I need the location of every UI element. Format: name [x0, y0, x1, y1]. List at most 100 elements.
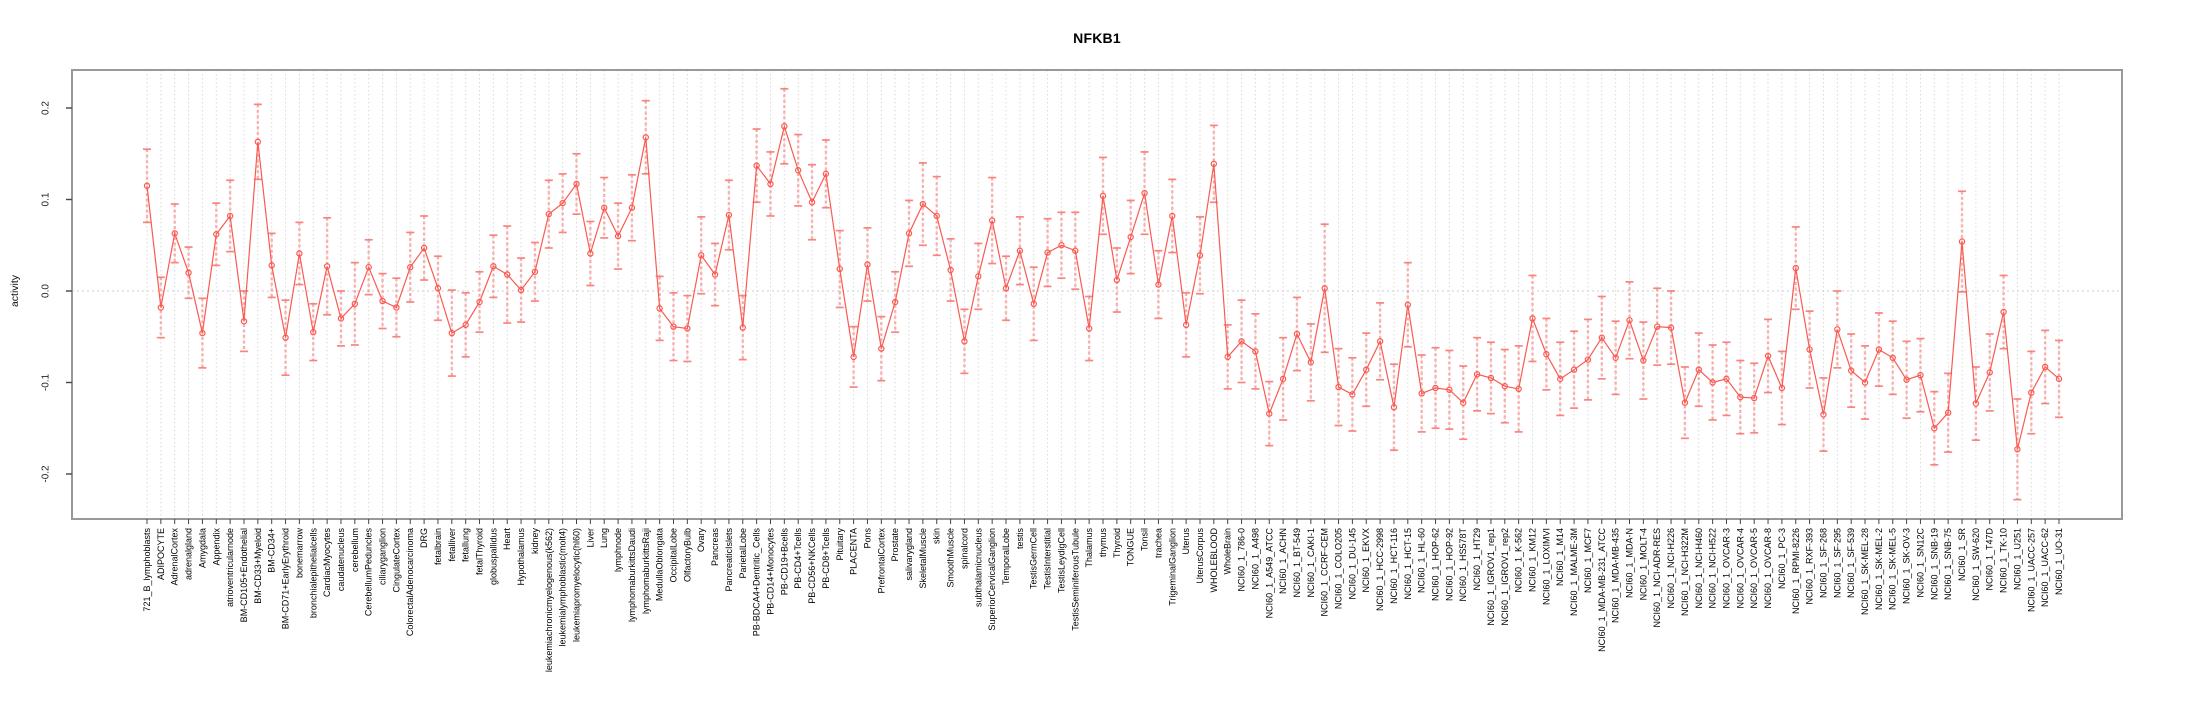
data-point: [226, 212, 234, 220]
data-point: [1127, 233, 1134, 241]
data-point: [725, 211, 733, 219]
plot-frame: [71, 69, 2123, 520]
data-point: [684, 325, 691, 332]
x-tick-label: NCI60_1_NCI-H460: [1694, 528, 1704, 609]
data-point: [1598, 334, 1605, 341]
x-tick-label: BM-CD34+: [267, 528, 277, 573]
x-tick-label: spinalcord: [959, 528, 969, 569]
data-point: [1834, 326, 1841, 333]
x-tick-label: bonemarrow: [294, 528, 304, 579]
x-tick-label: NCI60_1_SNB-19: [1929, 528, 1939, 600]
data-point: [656, 305, 663, 312]
data-point: [1030, 300, 1037, 308]
x-tick-label: NCI60_1_SF-268: [1818, 528, 1828, 598]
x-tick-label: DRG: [419, 528, 429, 548]
data-point: [864, 261, 871, 268]
x-tick-label: NCI60_1_DU-145: [1347, 528, 1357, 600]
x-tick-label: globuspallidus: [488, 528, 498, 586]
data-point: [2000, 308, 2007, 316]
data-point: [1182, 321, 1190, 329]
x-tick-label: NCI60_1_HCT-116: [1389, 528, 1399, 604]
data-point: [157, 304, 165, 311]
x-tick-label: atrioventricularnode: [225, 528, 235, 607]
data-point: [559, 199, 566, 207]
data-point: [240, 317, 248, 325]
data-point: [1473, 371, 1481, 378]
data-point: [711, 271, 719, 278]
x-tick-label: BM-CD33+Myeloid: [253, 528, 263, 604]
data-point: [947, 266, 954, 274]
x-tick-label: PB-CD8+Tcells: [821, 528, 831, 589]
x-tick-label: NCI60_1_HCC-2998: [1375, 528, 1385, 611]
data-point: [601, 204, 608, 211]
x-tick-label: NCI60_1_MDA-N: [1624, 528, 1634, 598]
x-tick-label: WHOLEBLOOD: [1209, 528, 1219, 593]
x-tick-label: PB-BDCA4+Dentritic_Cells: [752, 528, 762, 637]
x-tick-label: fetalThyroid: [475, 528, 485, 575]
x-tick-label: ADIPOCYTE: [156, 528, 166, 580]
x-tick-label: fetalliver: [447, 528, 457, 562]
x-tick-label: fetallung: [461, 528, 471, 562]
data-point: [2014, 446, 2021, 453]
x-tick-label: NCI60_1_PC-3: [1777, 528, 1787, 589]
x-tick-label: Appendix: [211, 528, 221, 566]
data-point: [628, 204, 636, 211]
x-tick-label: Heart: [502, 528, 512, 551]
data-point: [517, 286, 525, 294]
data-point: [268, 262, 275, 269]
x-tick-label: TestisInterstitial: [1043, 528, 1053, 590]
data-point: [1321, 285, 1328, 292]
data-point: [199, 329, 206, 337]
x-tick-label: NCI60_1_BT-549: [1292, 528, 1302, 598]
x-tick-label: trachea: [1153, 528, 1163, 558]
data-point: [905, 230, 913, 237]
y-tick-label: 0.1: [41, 192, 52, 206]
data-point: [213, 231, 220, 238]
data-point: [323, 263, 331, 270]
data-point: [1889, 354, 1896, 361]
x-tick-label: testis: [1015, 528, 1025, 550]
data-point: [337, 315, 345, 322]
x-tick-label: NCI60_1_LOXIMVI: [1541, 528, 1551, 605]
x-tick-label: NCI60_1_MDA-MB-231_ATCC: [1597, 528, 1607, 652]
x-tick-label: PLACENTA: [849, 528, 859, 575]
data-point: [1626, 317, 1633, 324]
x-tick-label: NCI60_1_HOP-92: [1444, 528, 1454, 601]
x-tick-label: NCI60_1_SF-295: [1832, 528, 1842, 598]
x-tick-label: BM-CD71+EarlyErythroid: [281, 528, 291, 629]
data-point: [490, 263, 497, 270]
data-point: [420, 244, 428, 252]
data-point: [1806, 346, 1813, 353]
x-tick-label: lymphnode: [613, 528, 623, 572]
x-tick-label: salivarygland: [904, 528, 914, 581]
data-point: [1737, 393, 1744, 401]
x-tick-label: adrenalgland: [184, 528, 194, 580]
x-tick-label: CardiacMyocytes: [322, 528, 332, 598]
data-point: [504, 271, 511, 278]
x-tick-label: SmoothMuscle: [946, 528, 956, 588]
data-point: [1792, 264, 1799, 272]
x-tick-label: AdrenalCortex: [170, 528, 180, 586]
x-tick-label: kidney: [530, 528, 540, 555]
data-point: [1058, 242, 1065, 249]
data-point: [1390, 404, 1398, 411]
x-tick-label: NCI60_1_OVCAR-8: [1763, 528, 1773, 609]
x-tick-label: NCI60_1_MOLT-4: [1638, 528, 1648, 600]
x-tick-label: Ovary: [696, 528, 706, 553]
x-tick-label: NCI60_1_HT29: [1472, 528, 1482, 591]
x-tick-label: PB-CD14+Monocytes: [765, 528, 775, 615]
x-tick-label: NCI60_1_KM12: [1528, 528, 1538, 592]
y-tick-label: 0.0: [41, 284, 52, 298]
x-tick-label: TemporalLobe: [1001, 528, 1011, 585]
data-point: [379, 297, 386, 305]
data-point: [1002, 285, 1010, 292]
x-tick-label: NCI60_1_SNB-75: [1943, 528, 1953, 600]
x-tick-label: NCI60_1_MDA-MB-435: [1611, 528, 1621, 623]
data-point: [1363, 366, 1370, 373]
data-point: [1169, 212, 1176, 220]
x-tick-label: UterusCorpus: [1195, 528, 1205, 584]
x-tick-label: NCI60_1_IGROV1_rep1: [1486, 528, 1496, 626]
x-tick-label: NCI60_1_SK-MEL-5: [1888, 528, 1898, 610]
x-tick-label: skin: [932, 528, 942, 544]
